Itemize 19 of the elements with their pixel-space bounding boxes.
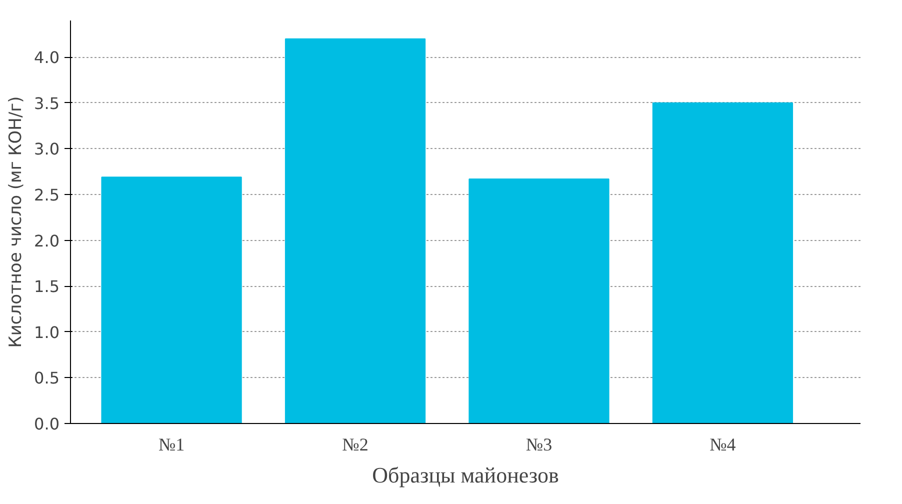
y-tick-label: 3.5	[34, 94, 60, 113]
x-tick-label: №2	[342, 434, 368, 454]
bar	[468, 178, 610, 424]
y-axis-title: Кислотное число (мг КОН/г)	[6, 96, 26, 348]
y-tick-label: 4.0	[34, 48, 60, 68]
x-tick-label: №1	[158, 434, 185, 454]
bar	[101, 176, 242, 424]
y-tick-label: 1.5	[34, 277, 60, 296]
y-tick-label: 0.5	[34, 368, 60, 388]
bar	[652, 102, 794, 424]
x-tick-label: №4	[710, 434, 736, 454]
y-tick-label: 1.0	[34, 322, 60, 342]
bar	[284, 38, 426, 424]
x-tick-label: №3	[526, 434, 552, 454]
y-tick-label: 0.0	[34, 414, 60, 434]
y-tick-label: 2.5	[34, 186, 60, 205]
x-axis-title: Образцы майонезов	[372, 462, 559, 488]
y-tick-label: 3.0	[34, 140, 60, 159]
y-tick-label: 2.0	[34, 231, 60, 250]
